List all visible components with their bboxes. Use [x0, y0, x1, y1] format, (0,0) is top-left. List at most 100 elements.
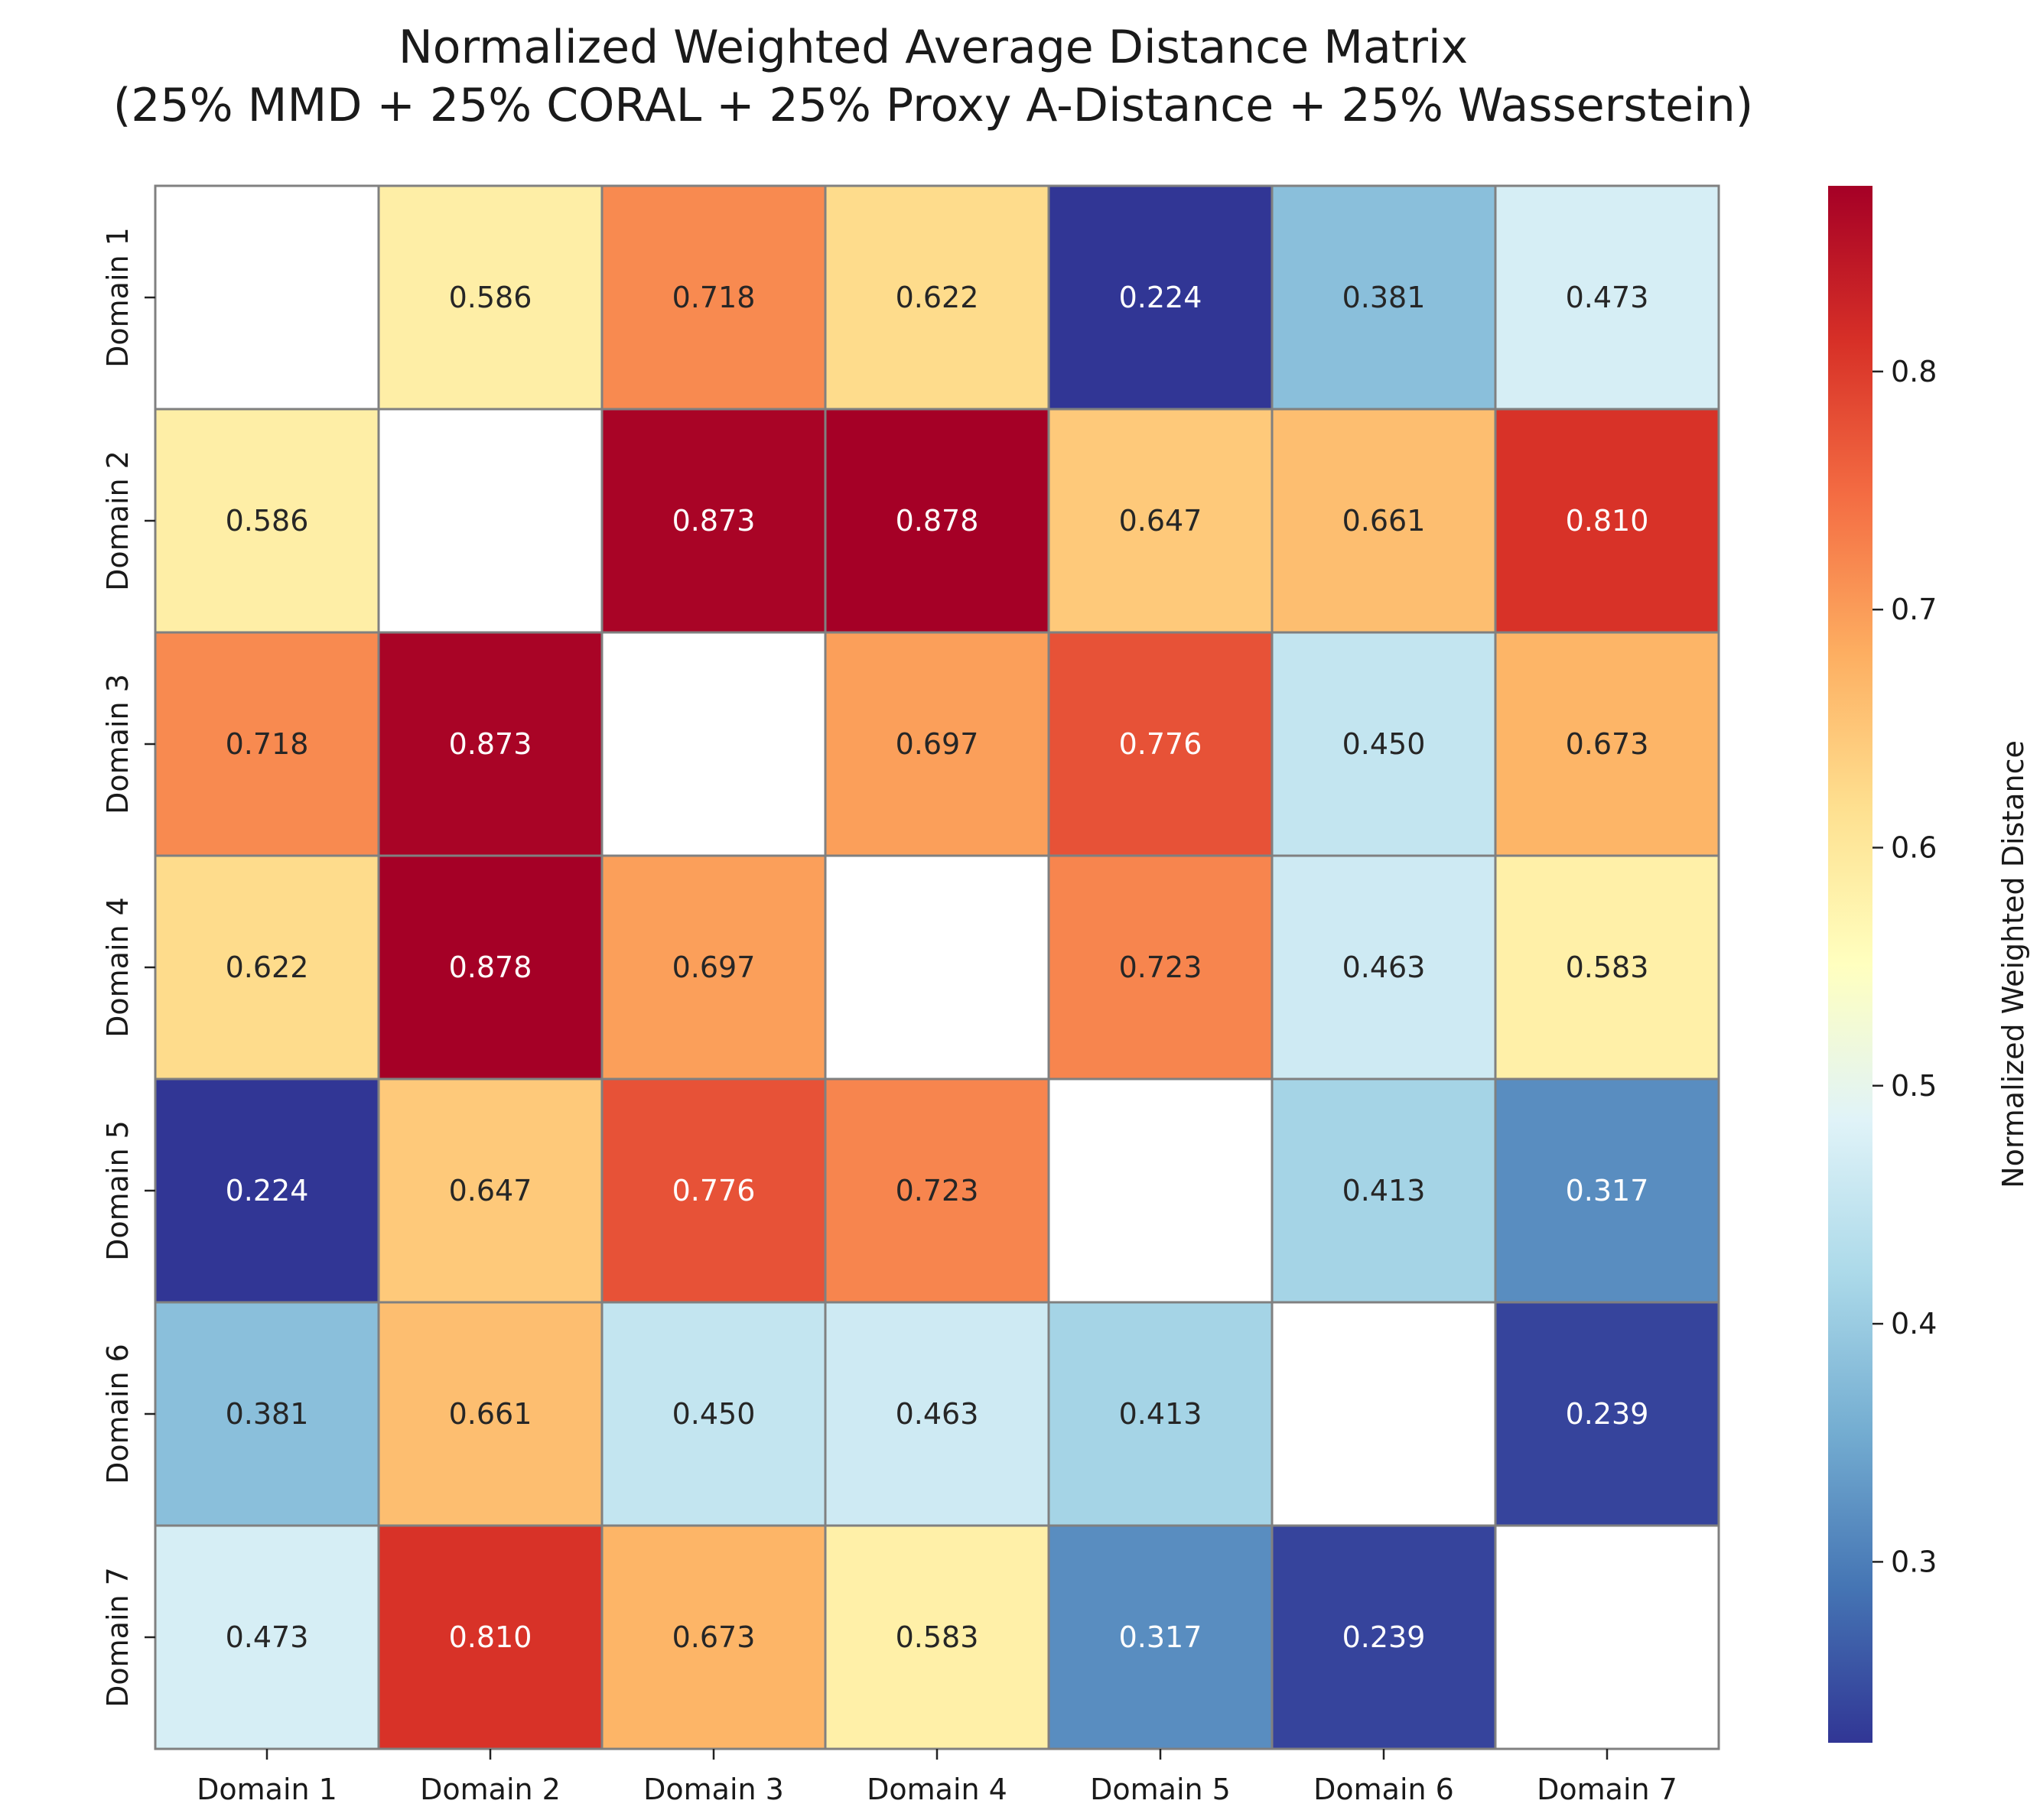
heatmap-cell	[600, 1524, 827, 1750]
heatmap-cell	[600, 184, 827, 411]
heatmap-cell	[154, 631, 380, 857]
heatmap-cell	[377, 408, 604, 634]
cell-value-label: 0.317	[1566, 1174, 1649, 1207]
heatmap-cell	[1494, 1524, 1720, 1750]
cell-value-label: 0.239	[1566, 1397, 1649, 1431]
column-tick-label: Domain 7	[1537, 1773, 1677, 1806]
column-tick-label: Domain 2	[420, 1773, 561, 1806]
cell-value-label: 0.723	[896, 1174, 979, 1207]
cell-value-label: 0.673	[1566, 727, 1649, 761]
column-tick-label: Domain 5	[1090, 1773, 1231, 1806]
heatmap-cell	[1494, 854, 1720, 1081]
cell-value-label: 0.622	[896, 281, 979, 314]
heatmap-cell	[377, 1524, 604, 1750]
heatmap-cell	[1494, 408, 1720, 634]
colorbar-gradient	[1828, 186, 1872, 1743]
heatmap-cell	[1271, 1077, 1497, 1304]
heatmap-cell	[1047, 408, 1274, 634]
heatmap-cell	[1047, 184, 1274, 411]
row-tick-label: Domain 4	[101, 897, 135, 1038]
cell-value-label: 0.381	[1342, 281, 1426, 314]
heatmap-cell	[1271, 1301, 1497, 1527]
heatmap-cell	[1271, 631, 1497, 857]
cell-value-label: 0.381	[226, 1397, 309, 1431]
heatmap-cell	[824, 631, 1050, 857]
heatmap-cell	[600, 408, 827, 634]
row-tick-label: Domain 3	[101, 674, 135, 814]
heatmap-cell	[824, 184, 1050, 411]
heatmap-cell	[824, 1524, 1050, 1750]
colorbar-tick-label: 0.8	[1891, 355, 1937, 388]
colorbar: 0.3 0.4 0.5 0.6 0.7 0.8 Normalized Weighted D…	[1828, 186, 2030, 1743]
cell-value-label: 0.473	[226, 1620, 309, 1654]
heatmap-cell	[1047, 1077, 1274, 1304]
cell-value-label: 0.586	[449, 281, 532, 314]
heatmap-cell	[824, 1077, 1050, 1304]
heatmap-cell	[1047, 854, 1274, 1081]
heatmap-cells: 0.586 0.718 0.622 0.224 0.381 0.473 0.586 0.873…	[154, 184, 1720, 1750]
cell-value-label: 0.317	[1119, 1620, 1202, 1654]
heatmap-cell	[377, 184, 604, 411]
cell-value-label: 0.776	[672, 1174, 756, 1207]
row-axis: Domain 1 Domain 2 Domain 3 Domain 4 Domain 5…	[101, 227, 155, 1708]
heatmap-cell	[377, 631, 604, 857]
colorbar-tick-label: 0.5	[1891, 1069, 1937, 1103]
cell-value-label: 0.463	[1342, 951, 1426, 984]
cell-value-label: 0.878	[896, 504, 979, 538]
chart-subtitle: (25% MMD + 25% CORAL + 25% Proxy A-Dista…	[113, 79, 1753, 132]
column-tick-label: Domain 6	[1313, 1773, 1454, 1806]
row-tick-label: Domain 5	[101, 1120, 135, 1261]
heatmap-cell	[824, 854, 1050, 1081]
heatmap-cell	[377, 854, 604, 1081]
heatmap-cell	[600, 631, 827, 857]
row-tick-label: Domain 2	[101, 450, 135, 591]
heatmap-cell	[154, 1077, 380, 1304]
heatmap-cell	[600, 1077, 827, 1304]
cell-value-label: 0.647	[1119, 504, 1202, 538]
cell-value-label: 0.873	[449, 727, 532, 761]
column-axis: Domain 1 Domain 2 Domain 3 Domain 4 Domain 5…	[197, 1749, 1677, 1806]
heatmap-cell	[1271, 854, 1497, 1081]
heatmap-cell	[154, 1301, 380, 1527]
heatmap-cell	[1047, 631, 1274, 857]
heatmap-cell	[1494, 1301, 1720, 1527]
column-tick-label: Domain 1	[197, 1773, 337, 1806]
heatmap-cell	[154, 854, 380, 1081]
cell-value-label: 0.647	[449, 1174, 532, 1207]
cell-value-label: 0.239	[1342, 1620, 1426, 1654]
cell-value-label: 0.413	[1342, 1174, 1426, 1207]
heatmap-cell	[154, 1524, 380, 1750]
cell-value-label: 0.661	[449, 1397, 532, 1431]
cell-value-label: 0.776	[1119, 727, 1202, 761]
chart-title: Normalized Weighted Average Distance Mat…	[399, 21, 1468, 74]
cell-value-label: 0.583	[896, 1620, 979, 1654]
cell-value-label: 0.586	[226, 504, 309, 538]
colorbar-label: Normalized Weighted Distance	[1996, 740, 2030, 1188]
cell-value-label: 0.810	[1566, 504, 1649, 538]
heatmap-cell	[1047, 1301, 1274, 1527]
colorbar-tick-label: 0.7	[1891, 593, 1937, 626]
cell-value-label: 0.224	[226, 1174, 309, 1207]
cell-value-label: 0.697	[896, 727, 979, 761]
cell-value-label: 0.673	[672, 1620, 756, 1654]
cell-value-label: 0.413	[1119, 1397, 1202, 1431]
cell-value-label: 0.718	[226, 727, 309, 761]
heatmap-cell	[1494, 1077, 1720, 1304]
heatmap-cell	[1271, 1524, 1497, 1750]
cell-value-label: 0.718	[672, 281, 756, 314]
colorbar-tick-label: 0.6	[1891, 830, 1937, 864]
colorbar-tick-label: 0.3	[1891, 1545, 1937, 1578]
heatmap-cell	[1494, 631, 1720, 857]
cell-value-label: 0.622	[226, 951, 309, 984]
cell-value-label: 0.450	[672, 1397, 756, 1431]
cell-value-label: 0.810	[449, 1620, 532, 1654]
cell-value-label: 0.583	[1566, 951, 1649, 984]
row-tick-label: Domain 6	[101, 1344, 135, 1484]
cell-value-label: 0.697	[672, 951, 756, 984]
cell-value-label: 0.873	[672, 504, 756, 538]
colorbar-ticks: 0.3 0.4 0.5 0.6 0.7 0.8	[1872, 355, 1937, 1578]
row-tick-label: Domain 7	[101, 1567, 135, 1708]
cell-value-label: 0.723	[1119, 951, 1202, 984]
cell-value-label: 0.450	[1342, 727, 1426, 761]
